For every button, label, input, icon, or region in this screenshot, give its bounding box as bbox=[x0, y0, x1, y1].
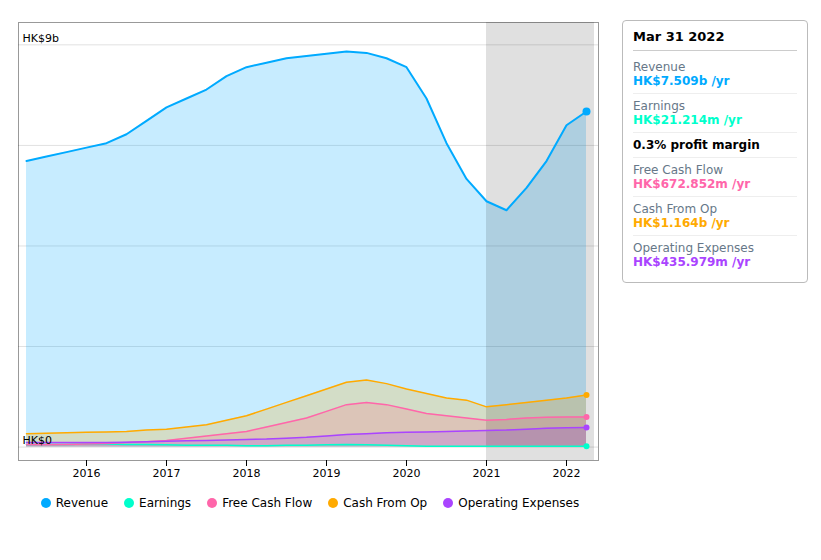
html-text:HK$435.979m /yr: HK$435.979m /yr bbox=[633, 255, 751, 269]
svg-text:2020: 2020 bbox=[393, 467, 421, 480]
html-text:Mar 31 2022: Mar 31 2022 bbox=[633, 29, 725, 44]
svg-text:2019: 2019 bbox=[313, 467, 341, 480]
html-text:HK$1.164b /yr: HK$1.164b /yr bbox=[633, 216, 730, 230]
html-text:Earnings: Earnings bbox=[633, 99, 686, 113]
svg-text:2022: 2022 bbox=[553, 467, 581, 480]
svg-text:HK$0: HK$0 bbox=[23, 434, 52, 447]
html-text:Operating Expenses: Operating Expenses bbox=[458, 496, 580, 510]
html-text:Free Cash Flow: Free Cash Flow bbox=[222, 496, 313, 510]
svg-text:HK$9b: HK$9b bbox=[23, 32, 59, 45]
html-text:Operating Expenses: Operating Expenses bbox=[633, 241, 754, 255]
html-text:HK$21.214m /yr: HK$21.214m /yr bbox=[633, 113, 742, 127]
html-text:0.3% profit margin: 0.3% profit margin bbox=[633, 138, 760, 152]
html-text:Earnings: Earnings bbox=[139, 496, 192, 510]
svg-text:2017: 2017 bbox=[153, 467, 181, 480]
html-text:Cash From Op: Cash From Op bbox=[343, 496, 428, 510]
html-text:Revenue: Revenue bbox=[633, 60, 686, 74]
svg-text:2021: 2021 bbox=[473, 467, 501, 480]
svg-text:2016: 2016 bbox=[73, 467, 101, 480]
html-text:HK$672.852m /yr: HK$672.852m /yr bbox=[633, 177, 751, 191]
html-text:Cash From Op: Cash From Op bbox=[633, 202, 717, 216]
html-text:Revenue: Revenue bbox=[55, 496, 108, 510]
html-text:Free Cash Flow: Free Cash Flow bbox=[633, 163, 724, 177]
svg-text:2018: 2018 bbox=[233, 467, 261, 480]
html-text:HK$7.509b /yr: HK$7.509b /yr bbox=[633, 74, 730, 88]
